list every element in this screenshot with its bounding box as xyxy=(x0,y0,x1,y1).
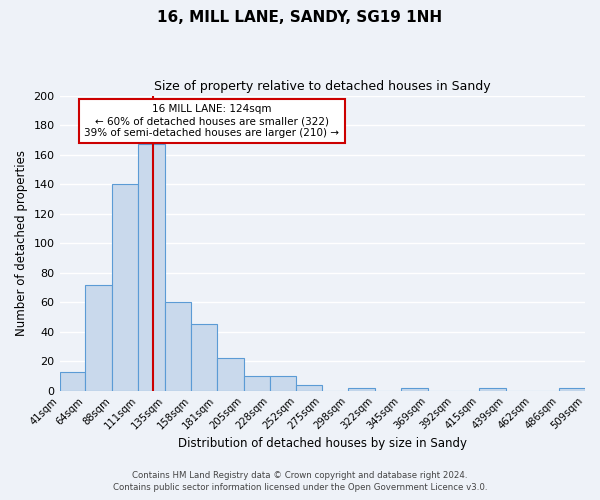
Bar xyxy=(269,376,296,391)
X-axis label: Distribution of detached houses by size in Sandy: Distribution of detached houses by size … xyxy=(178,437,467,450)
Y-axis label: Number of detached properties: Number of detached properties xyxy=(15,150,28,336)
Bar xyxy=(217,358,244,391)
Bar xyxy=(479,388,506,391)
Bar xyxy=(348,388,375,391)
Bar xyxy=(559,388,585,391)
Bar xyxy=(191,324,217,391)
Text: Contains HM Land Registry data © Crown copyright and database right 2024.
Contai: Contains HM Land Registry data © Crown c… xyxy=(113,471,487,492)
Bar xyxy=(59,372,85,391)
Text: 16, MILL LANE, SANDY, SG19 1NH: 16, MILL LANE, SANDY, SG19 1NH xyxy=(157,10,443,25)
Bar xyxy=(112,184,138,391)
Bar xyxy=(401,388,428,391)
Bar xyxy=(85,284,112,391)
Bar xyxy=(296,385,322,391)
Bar xyxy=(244,376,269,391)
Title: Size of property relative to detached houses in Sandy: Size of property relative to detached ho… xyxy=(154,80,491,93)
Bar xyxy=(165,302,191,391)
Bar xyxy=(138,144,165,391)
Text: 16 MILL LANE: 124sqm
← 60% of detached houses are smaller (322)
39% of semi-deta: 16 MILL LANE: 124sqm ← 60% of detached h… xyxy=(85,104,340,138)
